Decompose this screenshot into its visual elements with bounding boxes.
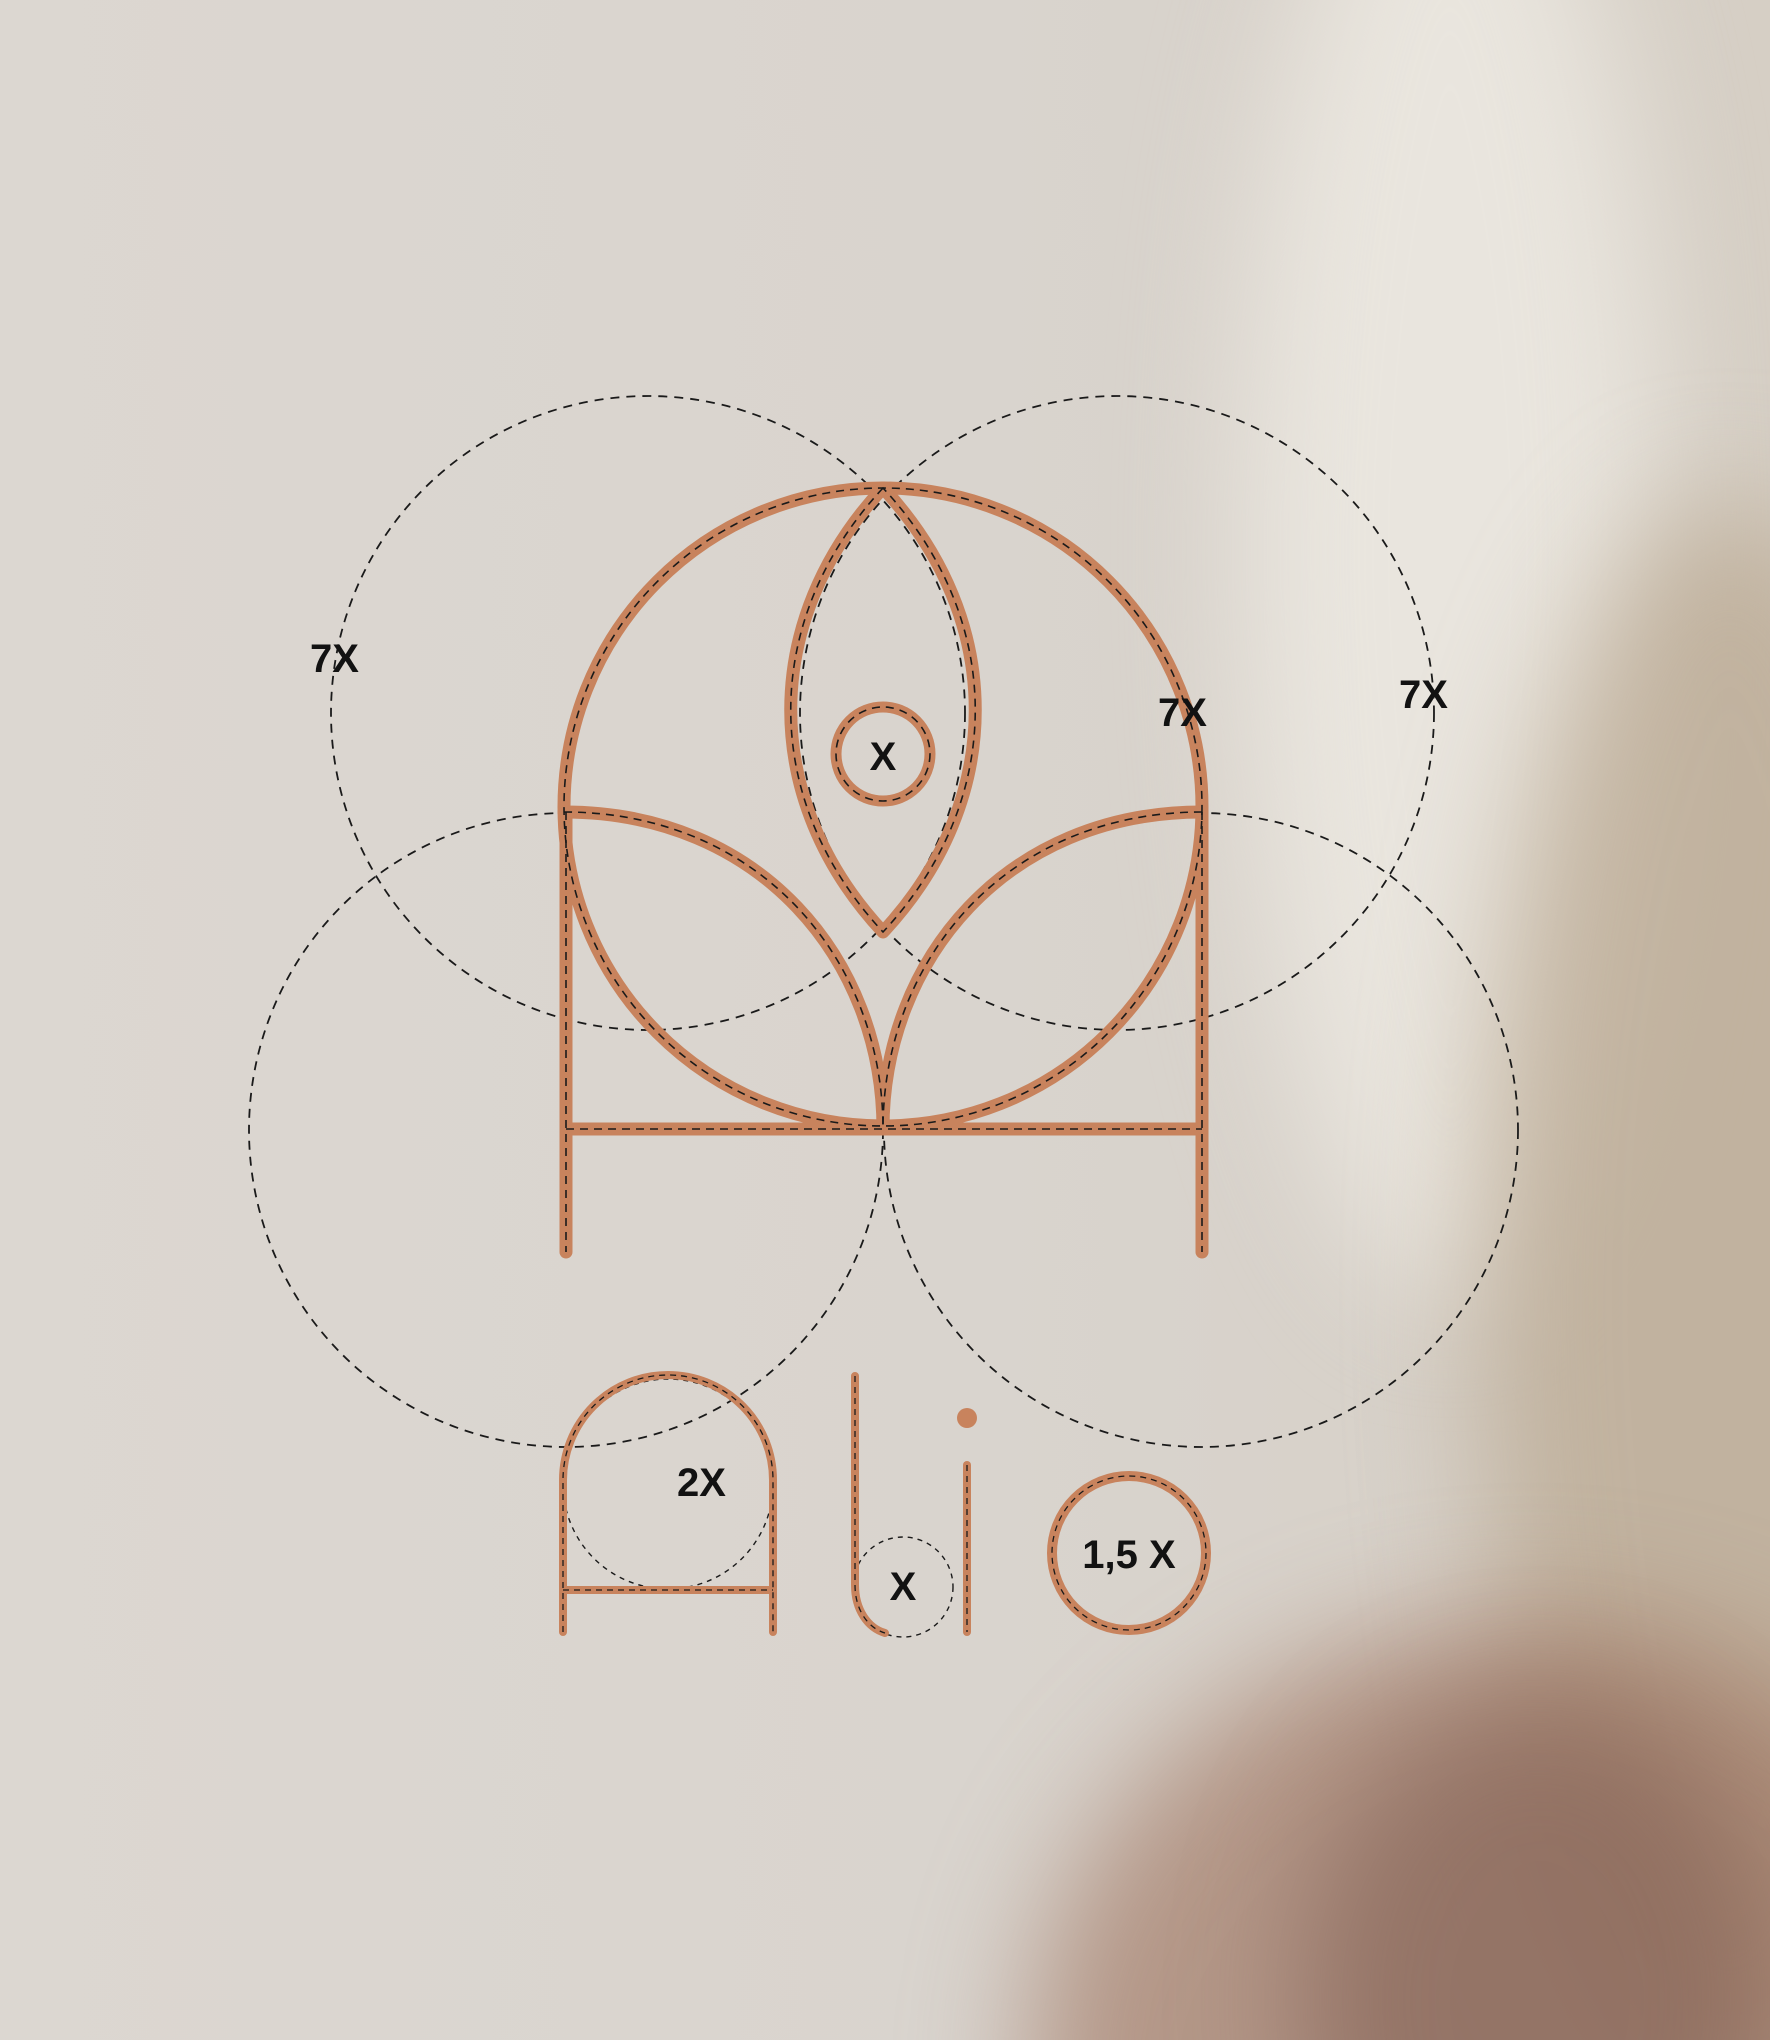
label-letter-l: X	[890, 1565, 917, 1609]
symbol-outer-circle	[557, 481, 1209, 1133]
wordmark-centerlines	[562, 1374, 1207, 1634]
construction-circles	[248, 395, 1519, 1448]
label-letter-o: 1,5 X	[1082, 1533, 1176, 1577]
wordmark-i-dot	[957, 1408, 977, 1428]
centerline-petal-left	[563, 811, 884, 1130]
symbol-centerlines	[563, 486, 1203, 1252]
centerline-letter-a	[562, 1374, 774, 1632]
label-top-left: 7X	[310, 637, 359, 681]
alio-wordmark-icon	[559, 1371, 1211, 1637]
centerline-petal-right	[882, 811, 1203, 1130]
centerline-letter-l	[854, 1376, 886, 1634]
measurement-labels: 7X 7X 7X X 2X X 1,5 X	[310, 637, 1448, 1609]
guide-circle-letter-l	[852, 1536, 954, 1638]
centerline-inner-circle	[835, 706, 931, 802]
label-letter-a: 2X	[677, 1461, 726, 1505]
label-top-right-outer: 7X	[1399, 673, 1448, 717]
centerline-letter-o	[1051, 1475, 1207, 1631]
label-center-circle: X	[870, 735, 897, 779]
wordmark-letter-a	[559, 1371, 777, 1636]
label-top-right-inner: 7X	[1158, 691, 1207, 735]
centerline-leaf	[789, 486, 977, 934]
wordmark-letter-l	[851, 1372, 889, 1637]
